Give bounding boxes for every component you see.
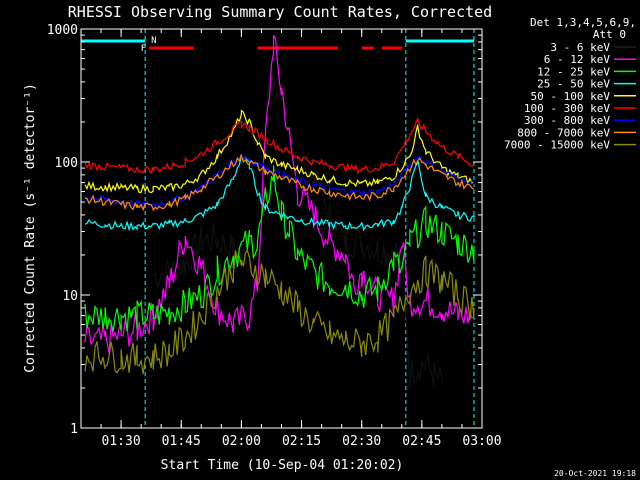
x-tick-label: 02:15 xyxy=(282,434,321,449)
legend-label: 300 - 800 keV xyxy=(524,114,610,127)
series-line xyxy=(84,117,475,175)
legend-label: 12 - 25 keV xyxy=(537,65,610,78)
series-layer xyxy=(84,34,475,389)
legend-label: 7000 - 15000 keV xyxy=(504,139,610,152)
legend-label: 800 - 7000 keV xyxy=(517,126,610,139)
axes: 1 10 100 1000 01:30 01:45 02:00 02:15 02:30 02:45… xyxy=(47,23,502,449)
y-tick-label: 1000 xyxy=(47,23,78,38)
series-line xyxy=(84,248,475,375)
night-flag-label: N xyxy=(151,36,156,46)
series-line xyxy=(84,109,475,194)
y-tick-label: 100 xyxy=(55,156,78,171)
x-tick-label: 03:00 xyxy=(462,434,501,449)
legend-label: 3 - 6 keV xyxy=(550,41,610,54)
chart-title: RHESSI Observing Summary Count Rates, Co… xyxy=(68,3,492,21)
y-tick-label: 1 xyxy=(70,422,78,437)
series-8 xyxy=(84,154,475,212)
series-6 xyxy=(84,117,475,175)
y-tick-label: 10 xyxy=(62,289,78,304)
x-tick-label: 02:00 xyxy=(222,434,261,449)
legend-label: 6 - 12 keV xyxy=(544,53,611,66)
series-4 xyxy=(84,156,475,232)
series-3 xyxy=(84,165,475,332)
legend-label: 25 - 50 keV xyxy=(537,78,610,91)
legend-header: Det 1,3,4,5,6,9, xyxy=(530,16,636,29)
series-line xyxy=(84,156,475,232)
y-axis-label: Corrected Count Rate (s⁻¹ detector⁻¹) xyxy=(23,83,38,373)
x-tick-label: 02:30 xyxy=(342,434,381,449)
legend-label: 50 - 100 keV xyxy=(531,90,611,103)
legend-label: 100 - 300 keV xyxy=(524,102,610,115)
footer-date: 20-Oct-2021 19:18 xyxy=(554,469,636,478)
x-tick-label: 01:45 xyxy=(162,434,201,449)
series-9 xyxy=(84,248,475,375)
x-axis-label: Start Time (10-Sep-04 01:20:02) xyxy=(161,458,404,473)
x-tick-label: 01:30 xyxy=(102,434,141,449)
legend-header: Att 0 xyxy=(593,28,626,41)
x-tick-label: 02:45 xyxy=(402,434,441,449)
series-line xyxy=(84,154,475,212)
series-5 xyxy=(84,109,475,194)
flare-segments: F xyxy=(141,44,402,54)
flare-flag-label: F xyxy=(141,44,146,54)
series-line xyxy=(84,165,475,332)
